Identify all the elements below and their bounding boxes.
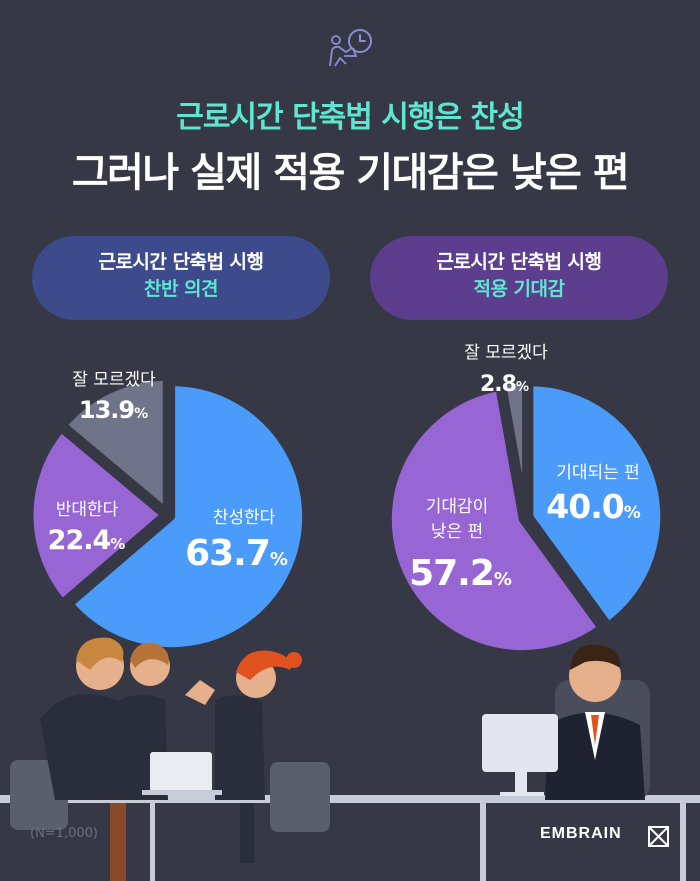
worried-worker-illustration bbox=[468, 644, 700, 881]
chart2-title-pill: 근로시간 단축법 시행 적용 기대감 bbox=[370, 236, 668, 320]
office-team-illustration bbox=[0, 637, 700, 881]
embrain-logo-icon bbox=[648, 826, 669, 847]
chart1-label-disagree: 반대한다 bbox=[56, 500, 119, 520]
chart2-value-expect: 40.0% bbox=[546, 487, 640, 526]
chart2-label-expect: 기대되는 편 bbox=[556, 463, 640, 483]
chart1-value-unknown: 13.9% bbox=[79, 396, 148, 424]
chart2-label-low-line2: 낮은 편 bbox=[431, 522, 483, 542]
brand-name: EMBRAIN bbox=[540, 825, 622, 842]
chart2-title-line2: 적용 기대감 bbox=[473, 278, 565, 300]
chart2-label-unknown: 잘 모르겠다 bbox=[464, 343, 548, 363]
chart1-label-agree: 찬성한다 bbox=[213, 508, 276, 528]
chart2-label-low-line1: 기대감이 bbox=[426, 497, 489, 517]
chart1-title-line2: 찬반 의견 bbox=[143, 278, 219, 300]
subheadline: 그러나 실제 적용 기대감은 낮은 편 bbox=[71, 150, 630, 196]
chart1-title-line1: 근로시간 단축법 시행 bbox=[98, 251, 264, 273]
pie-chart-expectation bbox=[384, 376, 668, 658]
pie-slice-1 bbox=[66, 379, 310, 655]
pie-chart-approval bbox=[26, 373, 310, 655]
pie-slice-2 bbox=[384, 384, 605, 658]
chart2-value-unknown: 2.8% bbox=[480, 372, 529, 397]
chart1-label-unknown: 잘 모르겠다 bbox=[72, 370, 156, 390]
chart1-title-pill: 근로시간 단축법 시행 찬반 의견 bbox=[32, 236, 330, 320]
sample-size-note: (N=1,000) bbox=[30, 826, 98, 841]
chart1-value-agree: 63.7% bbox=[185, 533, 288, 574]
chart2-title-line1: 근로시간 단축법 시행 bbox=[436, 251, 602, 273]
headline: 근로시간 단축법 시행은 찬성 bbox=[176, 100, 525, 135]
person-laptop-clock-icon bbox=[329, 29, 372, 67]
pie-slice-2 bbox=[26, 425, 168, 606]
chart1-value-disagree: 22.4% bbox=[48, 525, 126, 556]
pie-slice-1 bbox=[526, 379, 668, 629]
pie-slice-3 bbox=[60, 373, 170, 515]
pie-slice-3 bbox=[498, 376, 530, 518]
chart2-value-low: 57.2% bbox=[409, 553, 512, 594]
